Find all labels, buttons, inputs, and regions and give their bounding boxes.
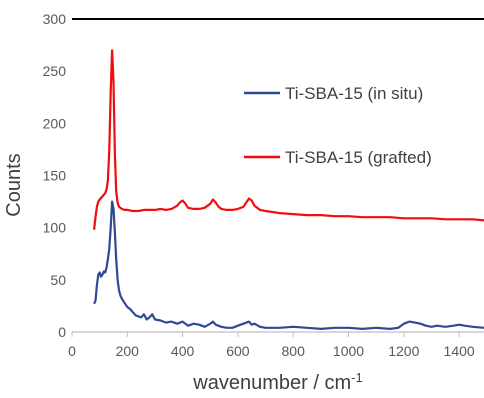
y-tick-label: 0: [58, 324, 66, 340]
y-tick-label: 150: [43, 168, 67, 184]
series-line-grafted: [93, 49, 484, 230]
y-tick-label: 100: [43, 220, 67, 236]
y-axis-title: Counts: [3, 153, 25, 216]
x-tick-label: 800: [282, 343, 306, 359]
y-axis-ticks: 0 50 100 150 200 250 300: [43, 11, 67, 340]
x-tick-label: 200: [116, 343, 140, 359]
legend: Ti-SBA-15 (in situ) Ti-SBA-15 (grafted): [244, 84, 432, 167]
y-tick-label: 250: [43, 63, 67, 79]
x-axis-ticks: 0 200 400 600 800 1000 1200 1400: [68, 332, 475, 359]
x-tick-label: 1400: [444, 343, 475, 359]
legend-label-grafted: Ti-SBA-15 (grafted): [285, 148, 432, 167]
x-axis-title-main: wavenumber / cm: [192, 372, 351, 394]
series-layer: [93, 49, 484, 330]
y-tick-label: 200: [43, 115, 67, 131]
series-line-in-situ: [93, 200, 484, 330]
legend-label-in-situ: Ti-SBA-15 (in situ): [285, 84, 423, 103]
x-tick-label: 0: [68, 343, 76, 359]
x-tick-label: 600: [226, 343, 250, 359]
y-tick-label: 300: [43, 11, 67, 27]
x-tick-label: 1000: [333, 343, 364, 359]
x-tick-label: 1200: [388, 343, 419, 359]
x-axis-title-superscript: -1: [351, 370, 363, 385]
x-tick-label: 400: [171, 343, 195, 359]
y-tick-label: 50: [50, 272, 66, 288]
x-axis-title: wavenumber / cm-1: [192, 370, 362, 395]
